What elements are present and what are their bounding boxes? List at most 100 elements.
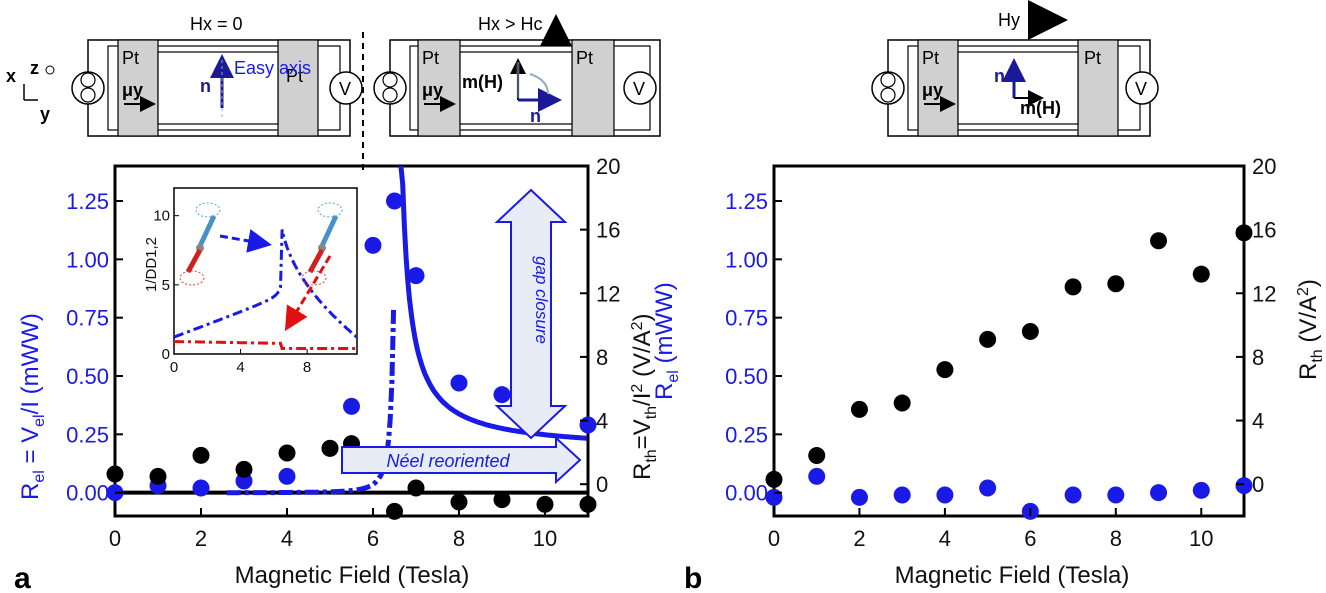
data-point: [493, 386, 511, 404]
y-right-tick-label: 20: [596, 154, 620, 179]
data-point: [936, 486, 954, 504]
data-point: [1235, 224, 1253, 242]
easy-axis-label: Easy axis: [234, 58, 311, 78]
panel-b-ylabel-right: Rth (V/A2): [1295, 279, 1326, 380]
data-point: [579, 416, 597, 434]
data-point: [536, 495, 554, 513]
x-tick-label: 2: [195, 526, 207, 551]
y-left-tick-label: 1.25: [66, 189, 109, 214]
data-point: [1150, 484, 1168, 502]
data-point: [235, 472, 253, 490]
inset-x-tick-label: 8: [303, 359, 311, 376]
data-point: [1192, 481, 1210, 499]
y-right-tick-label: 0: [1252, 472, 1264, 497]
panel-a-ylabel-right-overlap: Rel (mWW): [651, 282, 682, 400]
coord-y-label: y: [40, 104, 50, 124]
pt-right-label: Pt: [286, 66, 303, 86]
x-tick-label: 2: [853, 526, 865, 551]
data-point: [1107, 275, 1125, 293]
data-point: [407, 267, 425, 285]
y-left-tick-label: 0.75: [66, 306, 109, 331]
inset-y-tick-label: 10: [153, 208, 170, 225]
y-right-tick-label: 16: [1252, 218, 1276, 243]
data-point: [192, 446, 210, 464]
panel-b-plot: 0 2 4 6 8 10 0.00 0.25 0.50 0.75 1.00 1.25 0 4 8 12 16 20…: [684, 154, 1326, 593]
fit-curve-falling: [398, 165, 587, 441]
schematic-a-right: V Pt Pt μy m(H) n Hx > Hc: [373, 14, 661, 137]
data-point: [450, 493, 468, 511]
pt-right-label: Pt: [576, 48, 593, 68]
voltmeter-label: V: [633, 79, 645, 99]
coord-z-label: z: [30, 58, 39, 78]
data-point: [1235, 477, 1253, 495]
y-left-tick-label: 0.25: [66, 422, 109, 447]
y-left-tick-label: 0.00: [66, 481, 109, 506]
data-point: [1064, 278, 1082, 296]
x-tick-label: 8: [1110, 526, 1122, 551]
y-right-tick-label: 4: [596, 409, 608, 434]
x-tick-label: 0: [768, 526, 780, 551]
data-point: [1107, 486, 1125, 504]
data-point: [579, 495, 597, 513]
data-point: [1021, 322, 1039, 340]
n-label: n: [530, 106, 541, 126]
data-point: [979, 479, 997, 497]
y-left-tick-label: 1.00: [725, 247, 768, 272]
precession-cone-icon: [195, 202, 221, 218]
precession-cone-icon: [179, 270, 205, 286]
precession-cone-icon: [317, 202, 343, 218]
x-tick-label: 6: [1024, 526, 1036, 551]
schematic-b: V Pt Pt μy n m(H) Hy: [871, 0, 1159, 137]
y-left-tick-label: 1.25: [725, 189, 768, 214]
x-tick-label: 6: [367, 526, 379, 551]
m-label: m(H): [1020, 98, 1061, 118]
voltmeter-icon: [623, 71, 657, 105]
data-point: [450, 374, 468, 392]
y-right-tick-label: 8: [596, 345, 608, 370]
y-left-tick-label: 0.25: [725, 422, 768, 447]
m-label: m(H): [462, 72, 503, 92]
data-point: [979, 330, 997, 348]
data-point: [278, 467, 296, 485]
panel-b-xlabel: Magnetic Field (Tesla): [895, 562, 1130, 589]
spin-down-icon: [307, 248, 325, 274]
pt-right-label: Pt: [1084, 48, 1101, 68]
data-point: [343, 397, 360, 415]
schematic-a-left: V Pt Pt μy n Easy axis Hx = 0 x z y: [6, 14, 363, 137]
y-right-tick-label: 20: [1252, 154, 1276, 179]
data-point: [386, 502, 403, 520]
fit-curve-rising: [226, 307, 397, 496]
inset-y-tick-label: 5: [162, 277, 170, 294]
inset-red-curve: [174, 340, 357, 350]
neel-reoriented-label: Néel reoriented: [386, 451, 510, 471]
gap-closure-label: gap closure: [532, 256, 551, 344]
panel-a-xlabel: Magnetic Field (Tesla): [235, 562, 470, 589]
data-point: [1064, 486, 1082, 504]
data-point: [1192, 265, 1210, 283]
data-point: [493, 491, 511, 509]
spin-up-icon: [319, 214, 339, 248]
n-label: n: [200, 76, 211, 96]
mu-label: μy: [922, 80, 943, 100]
data-point: [808, 447, 826, 465]
voltmeter-label: V: [1135, 79, 1147, 99]
panel-a-plot: 0 2 4 6 8 10 0.00 0.25 0.50 0.75 1.00 1.25 0 4 8 12 16 20…: [14, 154, 682, 593]
data-point: [106, 465, 124, 483]
inset-red-arrow: [284, 255, 332, 332]
y-right-tick-label: 12: [1252, 281, 1276, 306]
pt-left-label: Pt: [122, 48, 139, 68]
mu-label: μy: [422, 80, 443, 100]
data-point: [364, 236, 382, 254]
mu-label: μy: [122, 80, 143, 100]
x-tick-label: 8: [453, 526, 465, 551]
data-point: [386, 192, 403, 210]
voltmeter-icon: [1125, 71, 1159, 105]
precession-cone-icon: [301, 270, 327, 286]
n-label: n: [994, 66, 1005, 86]
panel-letter-b: b: [684, 562, 702, 593]
spin-down-icon: [185, 248, 203, 274]
data-point: [321, 439, 339, 457]
field-label-hy: Hy: [998, 10, 1020, 30]
x-tick-label: 10: [1189, 526, 1213, 551]
